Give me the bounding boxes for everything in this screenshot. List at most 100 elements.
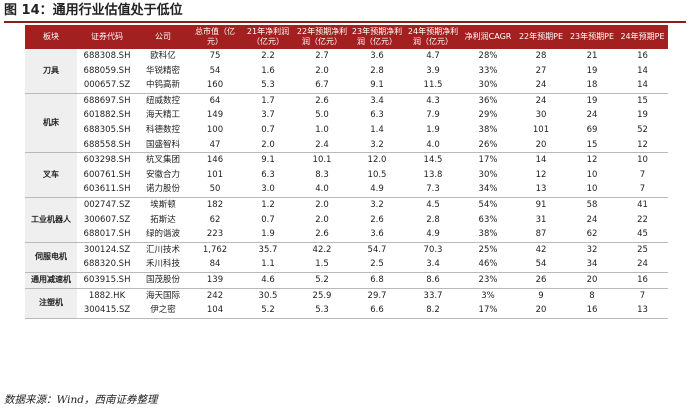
table-cell: 安徽合力 xyxy=(145,169,180,180)
table-cell: 2.4 xyxy=(295,137,349,154)
table-row: 601882.SH 海天精工 149 3.7 5.0 6.3 7.9 29% 30 24 19 xyxy=(25,108,668,123)
table-cell: 4.5 xyxy=(426,199,440,210)
table-cell: 10 xyxy=(567,182,617,198)
sector-cell: 叉车 xyxy=(25,152,77,198)
table-cell: 6.6 xyxy=(349,303,405,319)
table-cell: 1.0 xyxy=(315,124,329,135)
table-cell: 2.6 xyxy=(315,95,329,106)
table-cell: 7 xyxy=(639,290,646,301)
sector-cell: 刀具 xyxy=(25,49,77,94)
table-cell: 25 xyxy=(637,244,648,255)
table-cell: 5.2 xyxy=(241,303,295,319)
table-cell: 14.5 xyxy=(423,155,443,166)
table-cell: 300415.SZ xyxy=(77,303,137,319)
table-cell: 1.4 xyxy=(370,124,384,135)
table-cell: 21 xyxy=(586,51,598,61)
table-row: 688305.SH 科德数控 100 0.7 1.0 1.4 1.9 38% 101 69 52 xyxy=(25,123,668,138)
table-cell: 10 xyxy=(637,155,648,166)
table-cell: 汇川技术 xyxy=(145,244,180,255)
table-cell: 3% xyxy=(481,290,495,301)
table-cell: 29% xyxy=(478,110,498,121)
table-row: 603611.SH 诺力股份 50 3.0 4.0 4.9 7.3 34% 13 10 7 xyxy=(25,182,668,198)
table-cell: 242 xyxy=(206,290,224,301)
table-cell: 1.5 xyxy=(295,257,349,273)
table-cell: 45 xyxy=(617,227,668,243)
table-cell: 25.9 xyxy=(312,290,332,301)
table-cell: 9.1 xyxy=(349,78,405,94)
table-cell: 6.7 xyxy=(295,78,349,94)
table-cell: 2.8 xyxy=(426,214,440,225)
table-row: 688017.SH 绿的谐波 223 1.9 2.6 3.6 4.9 38% 87 62 45 xyxy=(25,227,668,243)
table-cell: 29.7 xyxy=(367,290,387,301)
table-cell: 002747.SZ xyxy=(83,199,131,210)
column-header: 23年预期PE xyxy=(567,25,617,49)
table-cell: 42 xyxy=(535,244,547,255)
table-cell: 16 xyxy=(637,51,648,61)
table-cell: 104 xyxy=(189,303,241,319)
table-cell: 601882.SH xyxy=(83,110,131,121)
table-cell: 50 xyxy=(189,182,241,198)
table-cell: 10.1 xyxy=(312,155,332,166)
table-cell: 30.5 xyxy=(258,290,278,301)
table-cell: 3.2 xyxy=(370,199,384,210)
table-cell: 1.9 xyxy=(426,124,440,135)
table-cell: 华锐精密 xyxy=(145,65,180,76)
table-cell: 埃斯顿 xyxy=(150,199,176,210)
table-row: 叉车 603298.SH 杭叉集团 146 9.1 10.1 12.0 14.5 17% 14 12… xyxy=(25,152,668,198)
table-cell: 36% xyxy=(478,95,498,106)
table-cell: 688017.SH xyxy=(77,227,137,243)
column-header: 21年净利润（亿元） xyxy=(241,25,295,49)
table-cell: 26% xyxy=(461,137,515,154)
table-cell: 2.0 xyxy=(315,214,329,225)
column-header: 公司 xyxy=(137,25,189,49)
table-cell: 32 xyxy=(586,244,598,255)
table-cell: 2.0 xyxy=(315,199,329,210)
table-row: 000657.SZ 中钨高新 160 5.3 6.7 9.1 11.5 30% 24 18 14 xyxy=(25,78,668,94)
table-cell: 4.9 xyxy=(349,182,405,198)
table-cell: 24 xyxy=(617,257,668,273)
table-cell: 2.2 xyxy=(261,51,275,61)
table-cell: 19 xyxy=(586,95,598,106)
table-cell: 3.2 xyxy=(349,137,405,154)
table-cell: 15 xyxy=(567,137,617,154)
valuation-table: 板块 证券代码 公司 总市值（亿元） 21年净利润（亿元） 22年预期净利润（亿元） 23年… xyxy=(25,25,668,319)
table-cell: 146 xyxy=(206,155,224,166)
table-cell: 69 xyxy=(586,124,598,135)
table-cell: 2.0 xyxy=(315,65,329,76)
table-cell: 6.3 xyxy=(261,169,275,180)
table-cell: 688059.SH xyxy=(83,65,131,76)
table-cell: 28 xyxy=(535,51,547,61)
table-cell: 182 xyxy=(206,199,224,210)
table-cell: 23% xyxy=(461,272,515,289)
sector-cell: 伺服电机 xyxy=(25,242,77,273)
column-header: 22年预期净利润（亿元） xyxy=(295,25,349,49)
table-cell: 54 xyxy=(209,65,221,76)
table-cell: 8.6 xyxy=(405,272,461,289)
table-cell: 70.3 xyxy=(423,244,443,255)
table-cell: 13.8 xyxy=(423,169,443,180)
table-cell: 47 xyxy=(189,137,241,154)
table-cell: 19 xyxy=(586,65,598,76)
column-header: 23年预期净利润（亿元） xyxy=(349,25,405,49)
table-cell: 58 xyxy=(586,199,598,210)
table-cell: 13 xyxy=(617,303,668,319)
table-cell: 12.0 xyxy=(367,155,387,166)
table-cell: 54.7 xyxy=(367,244,387,255)
table-row: 注塑机 1882.HK 海天国际 242 30.5 25.9 29.7 33.7 3% 9 8 7 xyxy=(25,288,668,319)
table-cell: 3.6 xyxy=(349,227,405,243)
table-cell: 33% xyxy=(478,65,498,76)
table-cell: 24 xyxy=(586,214,598,225)
table-cell: 54 xyxy=(515,257,567,273)
table-cell: 18 xyxy=(567,78,617,94)
table-row: 600761.SH 安徽合力 101 6.3 8.3 10.5 13.8 30% 12 10 7 xyxy=(25,168,668,183)
table-cell: 10.5 xyxy=(367,169,387,180)
table-cell: 30% xyxy=(461,78,515,94)
table-cell: 13 xyxy=(515,182,567,198)
table-cell: 46% xyxy=(461,257,515,273)
table-cell: 7.9 xyxy=(426,110,440,121)
table-cell: 101 xyxy=(206,169,224,180)
table-cell: 38% xyxy=(478,124,498,135)
column-header: 板块 xyxy=(25,25,77,49)
table-cell: 63% xyxy=(478,214,498,225)
table-cell: 54% xyxy=(478,199,498,210)
